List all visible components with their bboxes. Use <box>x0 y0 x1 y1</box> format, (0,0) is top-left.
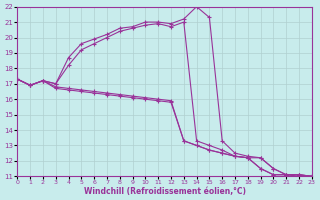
X-axis label: Windchill (Refroidissement éolien,°C): Windchill (Refroidissement éolien,°C) <box>84 187 245 196</box>
